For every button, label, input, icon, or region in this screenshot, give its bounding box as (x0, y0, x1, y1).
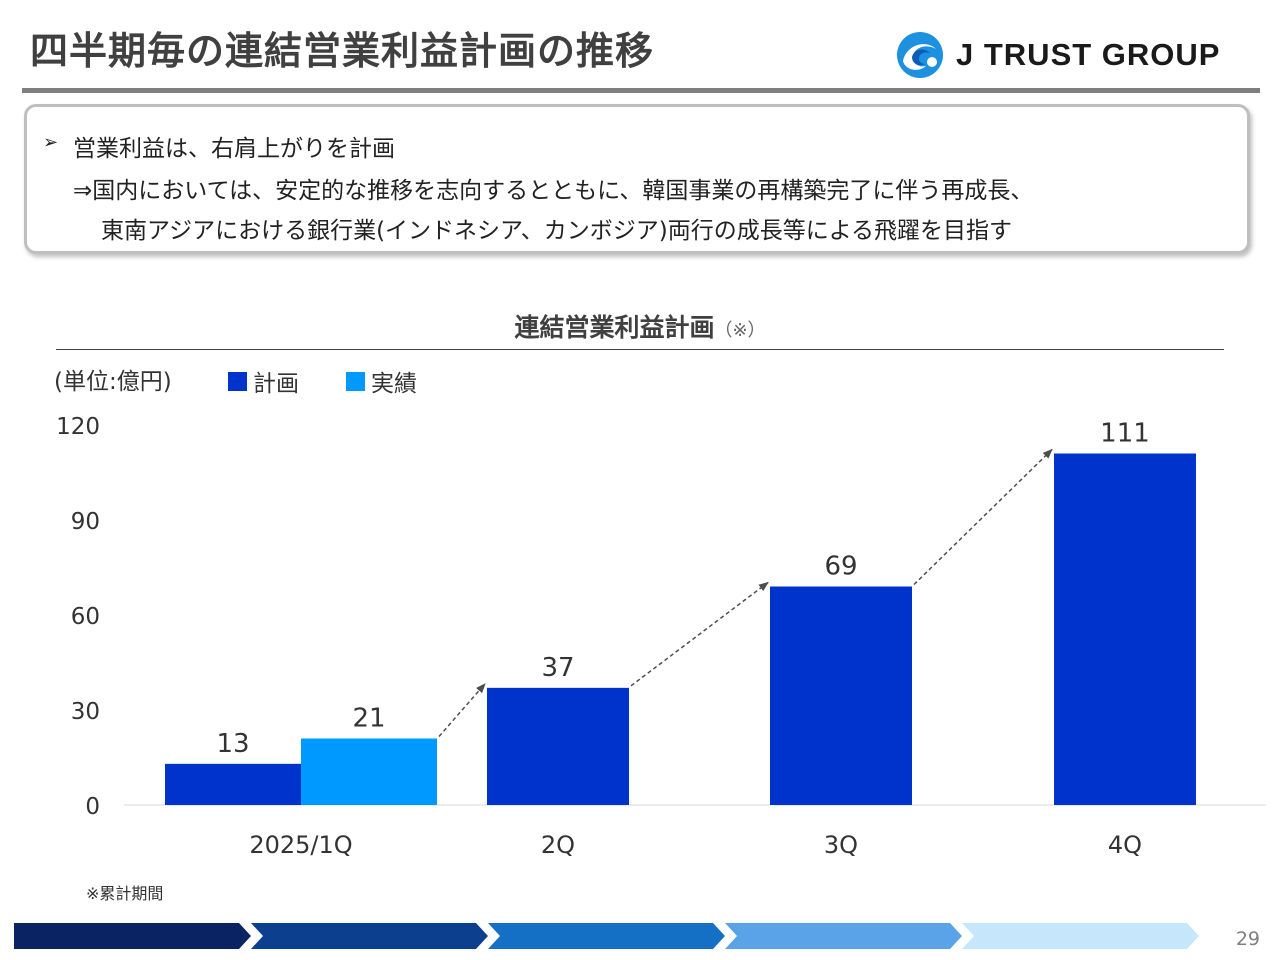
y-tick-label: 120 (56, 414, 100, 440)
legend-label-plan: 計画 (253, 371, 299, 397)
company-logo: J TRUST GROUP (896, 30, 1220, 80)
x-tick-label: 2025/1Q (249, 831, 352, 859)
x-tick-label: 4Q (1108, 831, 1142, 859)
legend-swatch-actual (346, 371, 365, 391)
logo-text: J TRUST GROUP (956, 37, 1221, 72)
footer-chevron (251, 923, 488, 949)
data-label-plan: 13 (216, 729, 249, 759)
legend-item-actual: 実績 (346, 364, 417, 398)
chart-title-note: （※） (714, 320, 766, 341)
y-tick-label: 60 (71, 604, 100, 630)
x-tick-label: 2Q (541, 831, 575, 859)
trend-arrow (630, 581, 769, 687)
footer-chevron (962, 923, 1199, 949)
legend-swatch-plan (228, 371, 247, 391)
bar-plan (487, 687, 629, 805)
y-tick-label: 90 (71, 509, 100, 535)
title-divider (22, 88, 1260, 93)
callout-line-1: 営業利益は、右肩上がりを計画 (73, 136, 395, 162)
x-tick-label: 3Q (824, 831, 858, 859)
data-label-plan: 69 (824, 552, 857, 582)
chart-title-rule (56, 349, 1224, 350)
callout-line-2: ⇒国内においては、安定的な推移を志向するとともに、韓国事業の再構築完了に伴う再成… (73, 178, 1034, 204)
logo-swirl-icon (897, 32, 943, 78)
bullet-arrow-icon: ➢ (43, 132, 59, 153)
summary-callout: ➢ 営業利益は、右肩上がりを計画 ⇒国内においては、安定的な推移を志向するととも… (24, 104, 1250, 254)
data-label-plan: 111 (1100, 419, 1150, 449)
page-title: 四半期毎の連結営業利益計画の推移 (30, 29, 655, 73)
page-number: 29 (1235, 928, 1260, 950)
footnote: ※累計期間 (86, 884, 164, 903)
chart-title-wrap: 連結営業利益計画（※） (0, 308, 1280, 344)
chart-title: 連結営業利益計画 (514, 313, 715, 342)
trend-arrow (438, 683, 486, 737)
legend-label-actual: 実績 (371, 371, 417, 397)
bar-plan (1054, 453, 1196, 805)
y-tick-label: 30 (71, 699, 100, 725)
unit-label: (単位:億円) (54, 369, 172, 395)
bar-actual (301, 738, 437, 805)
y-tick-label: 0 (85, 794, 100, 820)
data-label-plan: 37 (541, 653, 574, 683)
data-label-actual: 21 (352, 704, 385, 734)
trend-arrow (913, 448, 1053, 586)
bar-plan (770, 586, 912, 805)
legend-item-plan: 計画 (228, 364, 299, 398)
footer-chevron (488, 923, 725, 949)
callout-line-3: 東南アジアにおける銀行業(インドネシア、カンボジア)両行の成長等による飛躍を目指… (101, 218, 1013, 244)
footer-chevron (14, 923, 251, 949)
bar-plan (165, 763, 301, 805)
footer-chevron (725, 923, 962, 949)
